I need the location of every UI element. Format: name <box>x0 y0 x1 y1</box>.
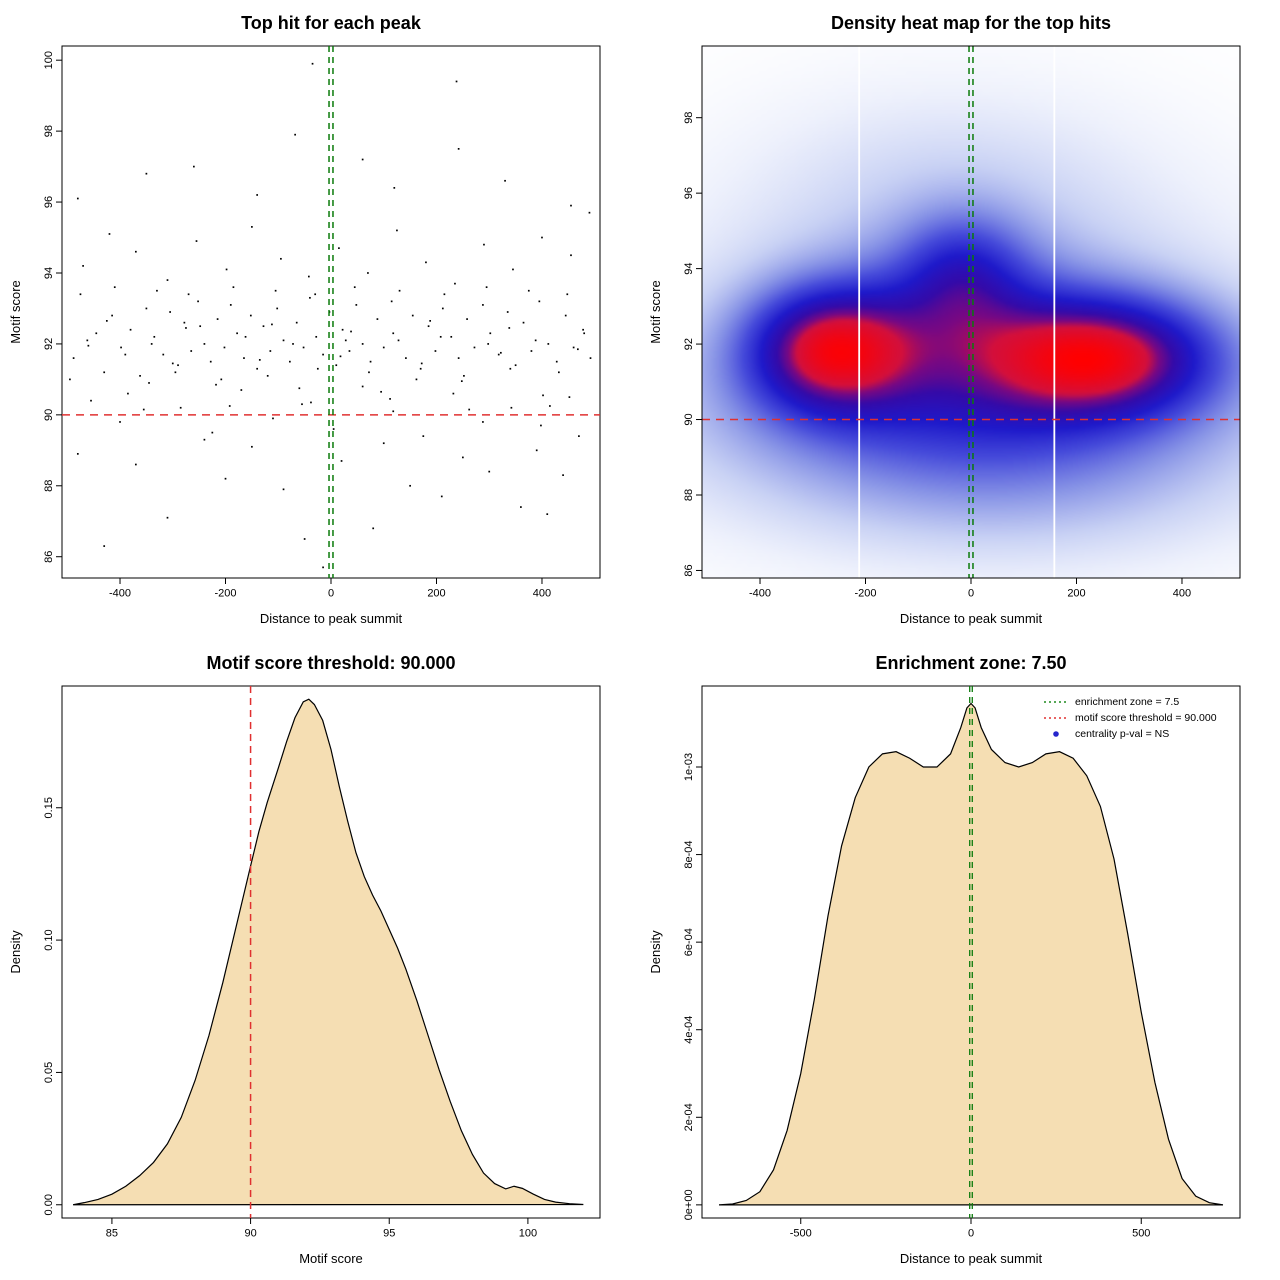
panel-top-hits-scatter: Top hit for each peak <box>0 0 640 640</box>
panel-distance-density: Enrichment zone: 7.50 <box>640 640 1280 1280</box>
scatter-title: Top hit for each peak <box>241 13 421 33</box>
distance-density-plot-canvas <box>640 640 1280 1280</box>
distance-density-title: Enrichment zone: 7.50 <box>875 653 1067 673</box>
panel-density-heatmap: Density heat map for the top hits <box>640 0 1280 640</box>
heatmap-title: Density heat map for the top hits <box>830 13 1112 33</box>
scatter-plot-canvas <box>0 0 640 640</box>
score-density-plot-canvas <box>0 640 640 1280</box>
panel-motif-score-density: Motif score threshold: 90.000 <box>0 640 640 1280</box>
heatmap-plot-canvas <box>640 0 1280 640</box>
score-density-title: Motif score threshold: 90.000 <box>206 653 456 673</box>
